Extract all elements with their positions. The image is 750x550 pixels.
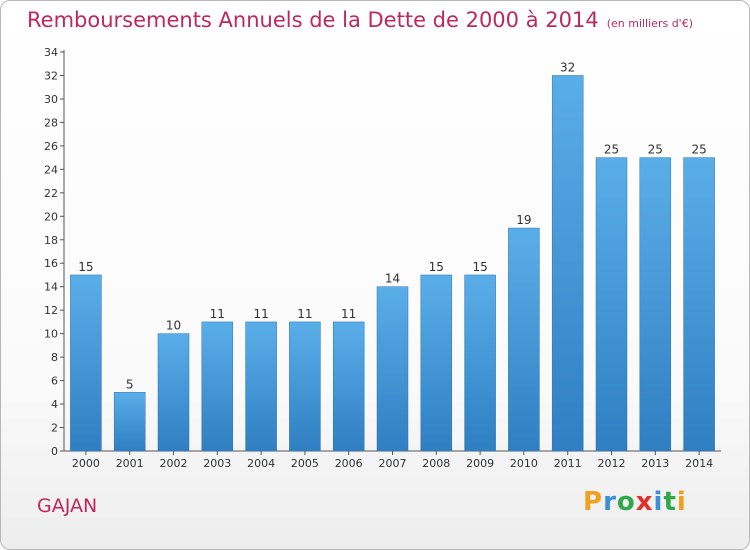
y-tick-label: 0 bbox=[51, 445, 58, 458]
bar bbox=[420, 274, 453, 452]
y-tick-label: 24 bbox=[44, 163, 58, 176]
data-label: 11 bbox=[210, 307, 225, 321]
x-tick-label: 2011 bbox=[554, 457, 582, 470]
x-tick-label: 2008 bbox=[422, 457, 450, 470]
y-tick-label: 30 bbox=[44, 93, 58, 106]
y-tick-label: 8 bbox=[51, 351, 58, 364]
y-tick-label: 32 bbox=[44, 69, 58, 82]
x-tick-label: 2009 bbox=[466, 457, 494, 470]
y-tick-label: 12 bbox=[44, 304, 58, 317]
data-label: 5 bbox=[126, 377, 134, 391]
bar bbox=[245, 321, 277, 452]
y-tick-label: 10 bbox=[44, 328, 58, 341]
x-tick-label: 2006 bbox=[335, 457, 363, 470]
y-tick-label: 28 bbox=[44, 116, 58, 129]
data-label: 11 bbox=[297, 307, 312, 321]
data-label: 25 bbox=[604, 143, 619, 157]
y-tick-label: 14 bbox=[44, 281, 58, 294]
proxiti-logo: Proxiti bbox=[583, 487, 687, 517]
bar bbox=[113, 392, 146, 452]
data-label: 15 bbox=[429, 260, 444, 274]
y-tick-label: 18 bbox=[44, 234, 58, 247]
logo-letter: t bbox=[663, 487, 677, 517]
bar bbox=[595, 157, 628, 452]
data-label: 11 bbox=[341, 307, 356, 321]
bar bbox=[639, 157, 672, 452]
y-tick-label: 4 bbox=[51, 398, 58, 411]
commune-name: GAJAN bbox=[37, 495, 98, 517]
y-tick-label: 2 bbox=[51, 422, 58, 435]
bar bbox=[70, 274, 102, 452]
x-tick-label: 2001 bbox=[116, 457, 144, 470]
x-tick-label: 2010 bbox=[510, 457, 538, 470]
bar bbox=[551, 75, 584, 452]
data-label: 14 bbox=[385, 272, 400, 286]
data-label: 32 bbox=[560, 60, 575, 74]
y-tick-label: 34 bbox=[44, 46, 58, 59]
bar bbox=[376, 286, 409, 452]
chart-title-text: Remboursements Annuels de la Dette de 20… bbox=[27, 8, 599, 32]
y-tick-label: 16 bbox=[44, 257, 58, 270]
bar bbox=[201, 321, 234, 452]
bar bbox=[332, 321, 365, 452]
chart-unit-note: (en milliers d'€) bbox=[606, 17, 693, 30]
bar bbox=[508, 227, 540, 452]
data-label: 25 bbox=[648, 143, 663, 157]
x-tick-label: 2005 bbox=[291, 457, 319, 470]
logo-letter: i bbox=[676, 487, 687, 517]
data-label: 15 bbox=[78, 260, 93, 274]
x-tick-label: 2013 bbox=[641, 457, 669, 470]
x-tick-label: 2004 bbox=[247, 457, 275, 470]
logo-letter: o bbox=[616, 487, 636, 517]
x-tick-label: 2003 bbox=[203, 457, 231, 470]
y-tick-label: 26 bbox=[44, 140, 58, 153]
data-label: 10 bbox=[166, 319, 181, 333]
bar bbox=[683, 157, 715, 452]
bar bbox=[464, 274, 496, 452]
data-label: 19 bbox=[516, 213, 531, 227]
data-label: 15 bbox=[472, 260, 487, 274]
logo-letter: x bbox=[635, 487, 654, 517]
y-tick-label: 22 bbox=[44, 187, 58, 200]
data-label: 25 bbox=[691, 143, 706, 157]
x-tick-label: 2012 bbox=[598, 457, 626, 470]
x-tick-label: 2014 bbox=[685, 457, 713, 470]
y-tick-label: 20 bbox=[44, 210, 58, 223]
logo-letter: r bbox=[603, 487, 617, 517]
x-tick-label: 2007 bbox=[379, 457, 407, 470]
logo-letter: P bbox=[583, 487, 604, 517]
x-tick-label: 2000 bbox=[72, 457, 100, 470]
y-tick-label: 6 bbox=[51, 375, 58, 388]
logo-letter: i bbox=[653, 487, 664, 517]
x-tick-label: 2002 bbox=[160, 457, 188, 470]
bar bbox=[289, 321, 321, 452]
chart-title: Remboursements Annuels de la Dette de 20… bbox=[27, 8, 693, 32]
data-label: 11 bbox=[253, 307, 268, 321]
bar bbox=[157, 333, 190, 452]
